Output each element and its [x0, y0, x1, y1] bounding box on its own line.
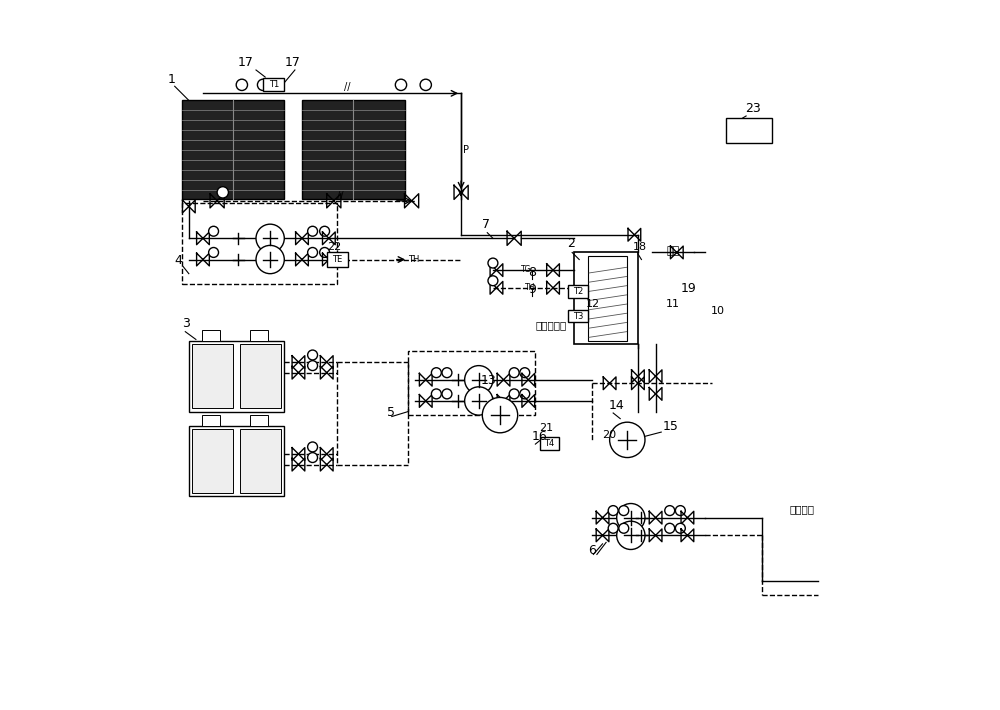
Text: 14: 14: [608, 398, 624, 412]
Text: 16: 16: [532, 430, 548, 444]
Circle shape: [608, 523, 618, 533]
Bar: [192, 344, 233, 408]
Circle shape: [482, 398, 518, 433]
Circle shape: [236, 80, 248, 90]
Text: //: //: [337, 192, 344, 202]
Text: 12: 12: [586, 299, 600, 309]
Bar: [182, 100, 284, 200]
Text: 23: 23: [745, 102, 761, 114]
Text: 2: 2: [567, 237, 575, 251]
Circle shape: [465, 366, 493, 394]
Bar: [192, 430, 233, 493]
Bar: [250, 330, 268, 341]
Circle shape: [442, 389, 452, 399]
Text: 22: 22: [327, 242, 341, 253]
Circle shape: [308, 442, 318, 452]
Circle shape: [256, 246, 284, 273]
Circle shape: [619, 506, 629, 515]
Text: 3: 3: [182, 317, 190, 330]
Bar: [202, 330, 220, 341]
Text: 17: 17: [237, 55, 253, 69]
Text: 7: 7: [482, 218, 490, 231]
Circle shape: [665, 523, 675, 533]
Circle shape: [509, 389, 519, 399]
Text: 末端设备: 末端设备: [790, 504, 815, 514]
Circle shape: [308, 350, 318, 360]
Text: 11: 11: [666, 299, 680, 309]
Circle shape: [465, 387, 493, 415]
Circle shape: [308, 361, 318, 371]
Circle shape: [617, 503, 645, 532]
Circle shape: [520, 389, 530, 399]
Text: 接机房水沟: 接机房水沟: [535, 320, 567, 330]
Circle shape: [217, 187, 228, 198]
Bar: [568, 285, 588, 297]
Bar: [302, 100, 405, 200]
Text: 10: 10: [711, 306, 725, 316]
Text: 5: 5: [387, 405, 395, 419]
Text: 20: 20: [603, 430, 617, 440]
Circle shape: [320, 226, 330, 236]
Bar: [588, 256, 627, 341]
Circle shape: [209, 248, 219, 258]
Circle shape: [209, 226, 219, 236]
Circle shape: [610, 422, 645, 457]
Circle shape: [442, 368, 452, 378]
Text: T1: T1: [269, 80, 279, 89]
Circle shape: [675, 506, 685, 515]
Circle shape: [308, 452, 318, 462]
Text: TH: TH: [408, 255, 419, 263]
Circle shape: [675, 523, 685, 533]
Bar: [189, 426, 284, 496]
Circle shape: [488, 258, 498, 268]
Bar: [726, 118, 772, 143]
Circle shape: [420, 80, 431, 90]
Bar: [568, 310, 588, 322]
Circle shape: [256, 224, 284, 253]
Text: T4: T4: [544, 439, 555, 448]
Bar: [327, 253, 348, 266]
Text: TH: TH: [525, 283, 535, 292]
Circle shape: [431, 368, 441, 378]
Circle shape: [308, 226, 318, 236]
Bar: [574, 253, 638, 344]
Text: T2: T2: [573, 287, 583, 296]
Text: 13: 13: [481, 374, 497, 387]
Text: 补水: 补水: [666, 246, 679, 256]
Bar: [250, 415, 268, 426]
Text: T3: T3: [573, 312, 583, 321]
Circle shape: [665, 506, 675, 515]
Text: 19: 19: [680, 282, 696, 295]
Circle shape: [488, 275, 498, 285]
Text: 15: 15: [663, 420, 679, 433]
Circle shape: [619, 523, 629, 533]
Text: TG: TG: [521, 266, 532, 274]
Circle shape: [431, 389, 441, 399]
Circle shape: [509, 368, 519, 378]
Bar: [240, 430, 281, 493]
Circle shape: [395, 80, 407, 90]
Text: 1: 1: [168, 73, 175, 86]
Text: //: //: [344, 82, 351, 92]
Text: 8: 8: [528, 266, 536, 279]
Bar: [189, 341, 284, 412]
Circle shape: [520, 368, 530, 378]
Text: 21: 21: [539, 422, 553, 433]
Text: 6: 6: [588, 544, 596, 557]
Text: 9: 9: [528, 283, 536, 296]
Bar: [202, 415, 220, 426]
Bar: [540, 437, 559, 449]
Circle shape: [308, 248, 318, 258]
Bar: [240, 344, 281, 408]
Text: 18: 18: [633, 242, 647, 253]
Text: 17: 17: [284, 55, 300, 69]
Bar: [263, 79, 284, 91]
Circle shape: [608, 506, 618, 515]
Circle shape: [320, 248, 330, 258]
Text: 4: 4: [175, 253, 183, 266]
Text: P: P: [463, 145, 469, 155]
Circle shape: [257, 80, 269, 90]
Text: TE: TE: [332, 255, 342, 264]
Circle shape: [617, 521, 645, 550]
